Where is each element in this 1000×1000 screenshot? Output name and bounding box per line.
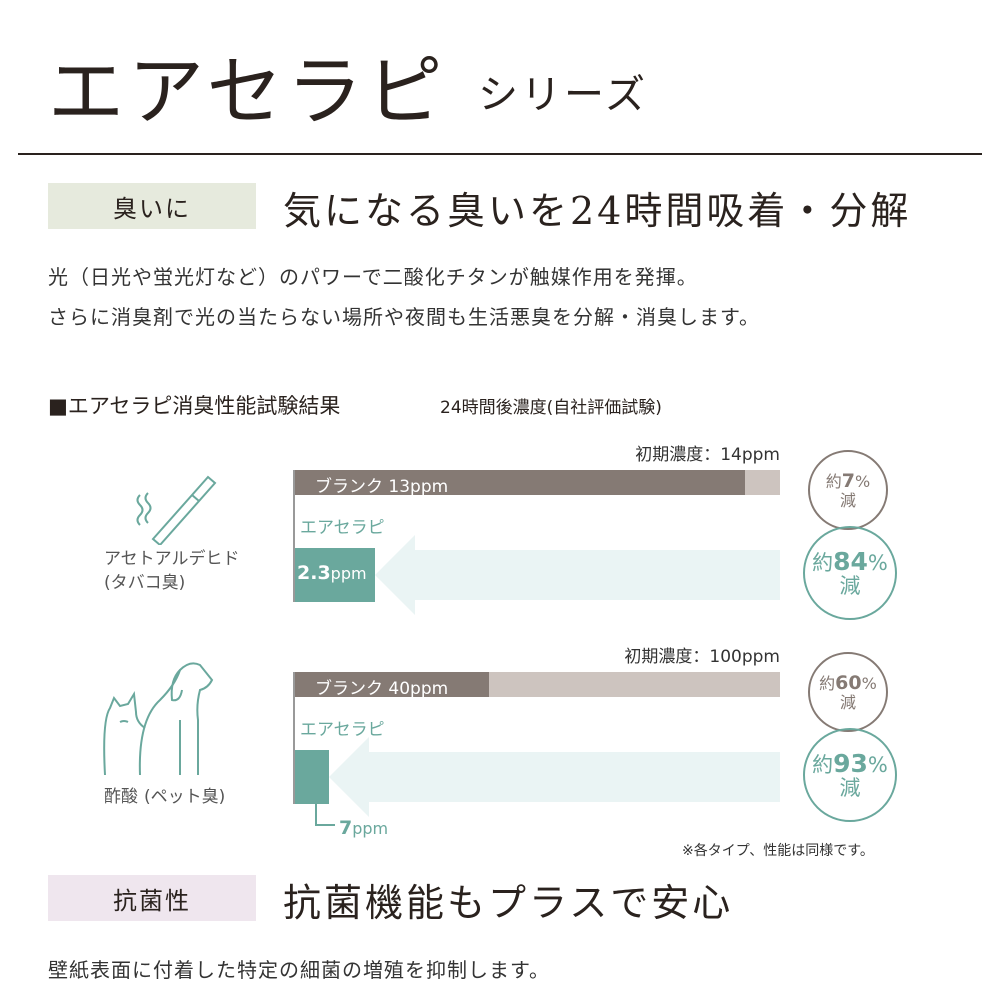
section-body-odor: 光（日光や蛍光灯など）のパワーで二酸化チタンが触媒作用を発揮。 さらに消臭剤で光…	[48, 257, 760, 337]
divider	[18, 153, 982, 155]
footnote: ※各タイプ、性能は同様です。	[682, 843, 874, 859]
product-value-label: 2.3ppm	[297, 562, 367, 584]
reduction-arrow	[374, 535, 780, 615]
section-heading-odor: 気になる臭いを24時間吸着・分解	[283, 189, 912, 233]
leader-line	[315, 804, 335, 826]
odor-type: (タバコ臭)	[104, 573, 186, 593]
reduction-arrow	[328, 737, 780, 817]
blank-bar-label: ブランク 13ppm	[315, 477, 449, 497]
blank-reduction-badge: 約7% 減	[808, 450, 888, 530]
initial-concentration-label: 初期濃度：14ppm	[635, 445, 780, 465]
product-bar	[295, 548, 375, 602]
substance-name: アセトアルデヒド	[104, 549, 240, 569]
blank-bar-label: ブランク 40ppm	[315, 679, 449, 699]
substance-name: 酢酸	[104, 787, 138, 807]
initial-concentration-label: 初期濃度：100ppm	[624, 647, 780, 667]
test-note: 24時間後濃度(自社評価試験)	[440, 398, 662, 418]
product-reduction-badge: 約93% 減	[803, 728, 897, 822]
dog-cat-icon	[103, 662, 214, 776]
axis-line	[293, 672, 295, 804]
product-reduction-badge: 約84% 減	[803, 526, 897, 620]
substance-label-1: アセトアルデヒド (タバコ臭)	[104, 547, 240, 595]
odor-type: (ペット臭)	[144, 787, 226, 807]
axis-line	[293, 470, 295, 602]
body-line: 光（日光や蛍光灯など）のパワーで二酸化チタンが触媒作用を発揮。	[48, 265, 698, 289]
section-heading-antibacterial: 抗菌機能もプラスで安心	[283, 881, 734, 925]
section-tag-odor: 臭いに	[48, 183, 256, 229]
product-bar	[295, 750, 329, 804]
page-title: エアセラピ	[48, 47, 447, 136]
body-line: さらに消臭剤で光の当たらない場所や夜間も生活悪臭を分解・消臭します。	[48, 305, 760, 329]
page-subtitle: シリーズ	[478, 72, 648, 118]
product-name: エアセラピ	[300, 720, 385, 740]
product-value-label: 7ppm	[339, 817, 389, 839]
cigarette-icon	[136, 475, 217, 545]
section-tag-antibacterial: 抗菌性	[48, 875, 256, 921]
blank-bar	[295, 672, 489, 697]
test-title: ■エアセラピ消臭性能試験結果	[48, 394, 341, 418]
section-body-antibacterial: 壁紙表面に付着した特定の細菌の増殖を抑制します。	[48, 958, 550, 982]
blank-reduction-badge: 約60% 減	[808, 652, 888, 732]
substance-label-2: 酢酸 (ペット臭)	[104, 782, 225, 807]
blank-bar	[295, 470, 746, 495]
product-name: エアセラピ	[300, 518, 385, 538]
